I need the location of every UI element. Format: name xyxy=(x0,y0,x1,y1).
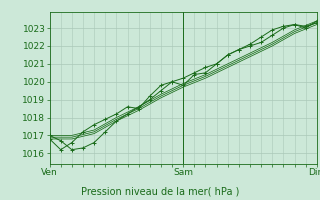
Text: Pression niveau de la mer( hPa ): Pression niveau de la mer( hPa ) xyxy=(81,186,239,196)
